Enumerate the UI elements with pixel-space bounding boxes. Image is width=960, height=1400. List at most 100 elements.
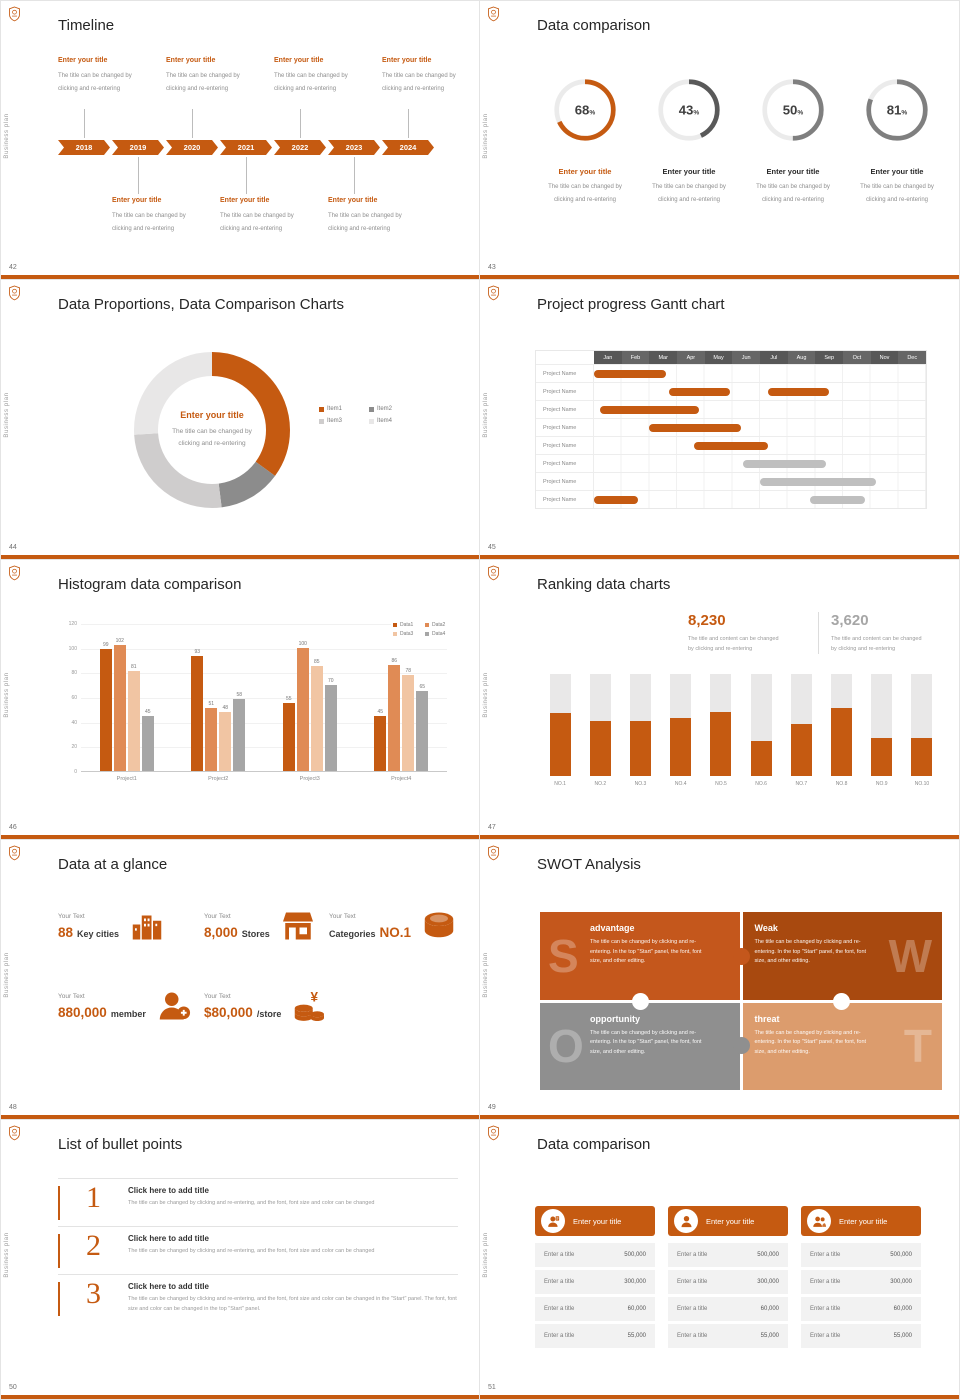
stat-value: 8,230 (688, 612, 726, 629)
legend-swatch (393, 623, 397, 627)
gantt-row: Project Name (536, 454, 926, 472)
slide-title: Data comparison (537, 17, 651, 34)
bar-value-label: 78 (405, 667, 412, 674)
bar (113, 645, 126, 771)
bar (388, 664, 401, 771)
ranking-bar-fill (831, 707, 853, 776)
slide-title: Histogram data comparison (58, 576, 242, 593)
ranking-bar-column: NO.4 (661, 674, 701, 787)
timeline-year-chip: 2024 (382, 140, 434, 155)
row-value: 55,000 (627, 1333, 646, 1339)
legend-swatch (369, 418, 374, 424)
bullet-heading: Click here to add title (128, 1186, 209, 1195)
slide-cards[interactable]: Data comparison Enter your title Enter a … (480, 1120, 960, 1400)
bar-column: 65 (416, 684, 429, 771)
ring-desc: The title can be changed by clicking and … (637, 181, 741, 206)
swot-body: The title can be changed by clicking and… (590, 939, 702, 964)
slide-footer-bar (480, 1115, 959, 1119)
page-number: 46 (9, 824, 17, 831)
progress-ring-chart: 68% (554, 79, 616, 141)
coins-icon: ¥ (291, 988, 327, 1024)
donut-center-desc: The title can be changed by clicking and… (172, 426, 252, 450)
timeline-tick-line (246, 157, 247, 194)
data-card-row: Enter a title 300,000 (801, 1270, 921, 1294)
y-axis-label: 80 (71, 670, 77, 677)
data-card-row: Enter a title 60,000 (535, 1297, 655, 1321)
bar-group: 45 86 78 65 (356, 624, 448, 771)
gantt-table: Jan Feb Mar Apr May Jun Jul Aug Sep Oct Nov Dec Proj… (535, 350, 927, 509)
slide-ranking[interactable]: Ranking data charts 8,230 The title and … (480, 560, 960, 840)
legend-item: Item3 (319, 418, 361, 424)
gantt-row: Project Name (536, 364, 926, 382)
gantt-row-label: Project Name (536, 437, 594, 454)
legend-label: Data1 (400, 622, 414, 628)
bar-column: 99 (99, 641, 112, 771)
row-label: Enter a title (677, 1279, 708, 1285)
row-label: Enter a title (544, 1279, 575, 1285)
ranking-bar-track (589, 674, 611, 776)
timeline-year-chip: 2019 (112, 140, 164, 155)
slide-histogram[interactable]: Histogram data comparison 0 20 40 60 80 100 12… (0, 560, 480, 840)
bar (99, 648, 112, 771)
slide-title: Data Proportions, Data Comparison Charts (58, 296, 344, 313)
page-number: 43 (488, 264, 496, 271)
data-card-rows: Enter a title 500,000 Enter a title 300,000… (668, 1243, 788, 1348)
slide-gantt[interactable]: Project progress Gantt chart Jan Feb Mar Ap… (480, 280, 960, 560)
timeline-item-desc: The title can be changed by (328, 213, 402, 219)
stat-item: Your Text Categories NO.1 (329, 908, 457, 944)
bar (233, 699, 246, 771)
slide-glance[interactable]: Data at a glance Business plan 48 Your Tex… (0, 840, 480, 1120)
timeline-item-desc: clicking and re-entering (274, 86, 337, 92)
donut-center-text: Enter your title The title can be change… (134, 352, 290, 508)
slide-donut[interactable]: Data Proportions, Data Comparison Charts… (0, 280, 480, 560)
stat-text: Your Text 8,000 Stores (204, 913, 270, 940)
legend-swatch (369, 406, 374, 412)
puzzle-nub (732, 947, 750, 965)
people-icon (807, 1209, 831, 1233)
page-number: 44 (9, 544, 17, 551)
ranking-bar-track (750, 674, 772, 776)
slide-rings[interactable]: Data comparison Business plan 43 68% Enter … (480, 0, 960, 280)
bullet-item: 3 Click here to add title The title can be… (58, 1274, 458, 1323)
ring-title: Enter your title (766, 167, 820, 176)
timeline-item: Enter your title The title can be changed… (274, 57, 366, 96)
ring-desc-line: clicking and re-entering (761, 196, 825, 203)
legend-item: Item4 (369, 418, 411, 424)
slide-bullets[interactable]: List of bullet points 1 Click here to add… (0, 1120, 480, 1400)
bar-value-label: 48 (222, 704, 229, 711)
gridline (81, 648, 447, 650)
legend-item: Data3 (393, 631, 421, 637)
bar (141, 715, 154, 771)
ring-desc-line: clicking and re-entering (657, 196, 721, 203)
timeline-year-chip: 2018 (58, 140, 110, 155)
swot-letter: O (548, 1020, 584, 1073)
ranking-bar-fill (589, 720, 611, 776)
gridline (81, 747, 447, 749)
gantt-bar (594, 370, 666, 378)
timeline-item-desc: clicking and re-entering (166, 86, 229, 92)
bar (402, 674, 415, 771)
stat-value-line: 8,000 Stores (204, 925, 270, 940)
legend-label: Item4 (377, 418, 393, 424)
timeline-item-desc: The title can be changed by (58, 73, 132, 79)
donut-center-desc-line: clicking and re-entering (178, 440, 246, 447)
timeline-item-title: Enter your title (166, 57, 216, 64)
gantt-row-label: Project Name (536, 419, 594, 436)
timeline-item-desc: clicking and re-entering (382, 86, 445, 92)
bar-column: 48 (219, 704, 232, 771)
ranking-bar-column: NO.3 (620, 674, 660, 787)
gantt-row-label: Project Name (536, 491, 594, 508)
bar (374, 715, 387, 771)
bar-column: 45 (374, 709, 387, 771)
data-card: Enter your title Enter a title 500,000 Ente… (801, 1206, 921, 1351)
bar-value-label: 85 (313, 659, 320, 666)
y-axis-label: 100 (68, 645, 77, 652)
swot-body: The title can be changed by clicking and… (754, 939, 867, 964)
data-card-header: Enter your title (535, 1206, 655, 1236)
row-label: Enter a title (810, 1306, 841, 1312)
data-card-row: Enter a title 300,000 (668, 1270, 788, 1294)
bar-value-label: 99 (102, 641, 109, 648)
slide-timeline[interactable]: Timeline 2018 2019 2020 2021 2022 2023 2024 Bu… (0, 0, 480, 280)
